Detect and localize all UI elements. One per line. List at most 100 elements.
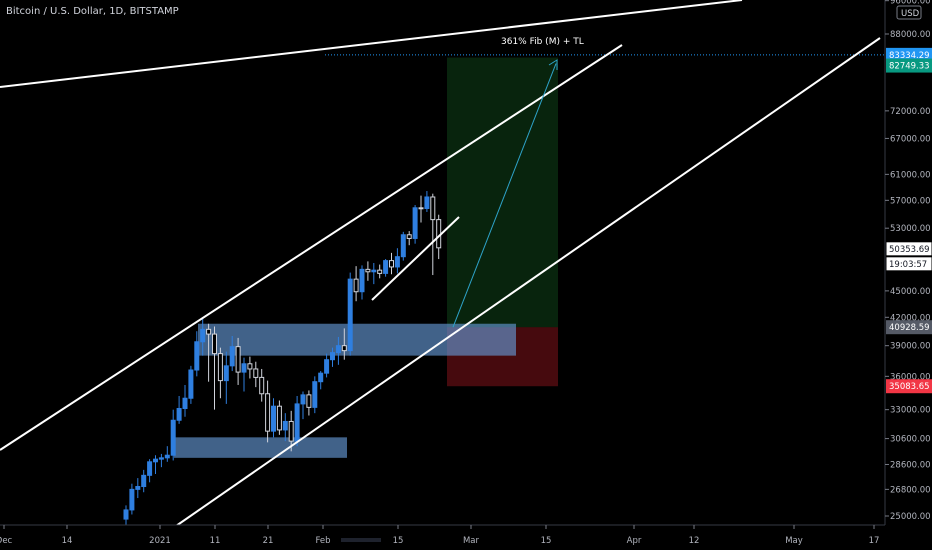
candle [170,419,176,456]
candle [353,278,359,293]
candle [253,368,259,378]
y-tick-label: 25000.00 [890,512,931,522]
currency-button [896,5,922,20]
candle [153,458,158,463]
price-tag [885,256,932,272]
resistance-zone [198,323,516,356]
candle [389,260,394,268]
candle [300,394,306,405]
candle [312,381,318,408]
candle [212,333,217,355]
candle [424,196,430,209]
x-tick-label: 15 [541,536,552,546]
candle [241,363,247,373]
candle [377,269,383,274]
candle [412,207,418,239]
y-tick-label: 61000.00 [890,170,931,180]
x-tick-label: 12 [689,536,700,546]
candle [276,405,282,431]
candle [176,408,182,421]
candle [265,393,271,432]
candle [259,376,265,395]
candle [335,345,341,354]
candle [164,454,170,459]
candle [206,328,212,335]
candle [147,461,153,476]
annotation-text: 361% Fib (M) + TL [501,37,584,47]
y-tick-label: 30600.00 [890,435,931,445]
candle [135,486,141,490]
candle [430,196,436,221]
candle [188,369,194,399]
support-zone [174,437,347,458]
price-axis [885,0,932,550]
x-tick-label: 17 [869,536,880,546]
candle [235,346,241,373]
y-tick-label: 36000.00 [890,372,931,382]
price-tag-label: 19:03:57 [889,260,927,270]
y-tick-label: 67000.00 [890,134,931,144]
trendlines [0,0,881,527]
candle [347,278,353,352]
upper-trendline [0,0,743,88]
candle [194,341,200,371]
candle [182,397,188,410]
candle [365,268,371,273]
candle [288,420,294,442]
candle [294,403,300,442]
y-tick-label: 26800.00 [890,485,931,495]
candle [247,363,253,370]
price-tag [886,379,932,394]
x-tick-label: Dec [0,536,13,546]
candle [141,474,147,488]
y-tick-label: 45000.00 [890,287,931,297]
candle [330,352,335,361]
y-tick-label: 39000.00 [890,342,931,352]
y-tick-label: 57000.00 [890,196,931,206]
candle [223,365,229,382]
x-tick-label: May [785,536,803,546]
price-tag [886,320,932,335]
candle [341,345,347,352]
x-tick-label: Mar [463,536,480,546]
short-trendline [371,216,460,301]
price-tag [886,58,932,73]
x-tick-label: 2021 [149,536,171,546]
currency-label: USD [901,9,920,19]
y-tick-label: 33000.00 [890,406,931,416]
candle [400,234,406,258]
y-tick-label: 28600.00 [890,460,931,470]
candle [359,268,365,293]
profit-zone [447,57,558,328]
candle [158,457,164,460]
price-tag [886,47,932,62]
candle [371,269,377,273]
price-tag-label: 82749.33 [889,62,930,72]
candle [282,420,288,431]
candle [229,346,235,367]
candle [383,260,389,274]
price-tag-label: 35083.65 [889,382,930,392]
channel-bottom-line [175,37,881,527]
candle [306,394,312,408]
price-tag [885,241,932,257]
price-tag-label: 83334.29 [889,51,930,61]
x-tick-label: Apr [627,536,642,546]
chart-title: Bitcoin / U.S. Dollar, 1D, BITSTAMP [6,6,179,17]
candle [318,372,324,383]
x-tick-label: 11 [210,536,221,546]
y-tick-label: 96000.00 [890,0,931,7]
plot-area [0,0,885,550]
channel-top-line [0,44,623,451]
candle [394,256,400,268]
projection-arrow-head [548,59,558,70]
price-tag-label: 40928.59 [889,323,930,333]
x-tick-label: 14 [62,536,73,546]
y-tick-label: 42000.00 [890,313,931,323]
y-tick-label: 88000.00 [890,30,931,40]
candle [271,405,276,432]
y-tick-label: 53000.00 [890,224,931,234]
candle [406,234,412,239]
